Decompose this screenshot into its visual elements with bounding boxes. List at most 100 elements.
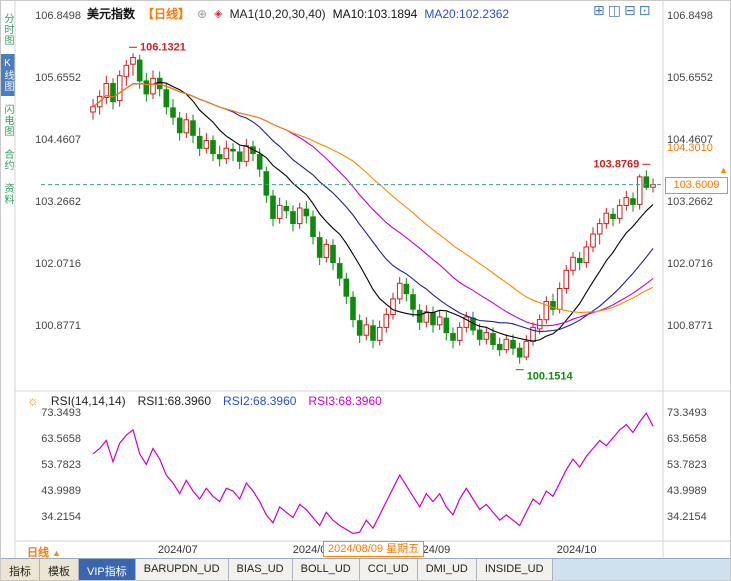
candle-body: [503, 338, 510, 351]
candle-body: [103, 83, 110, 98]
indicator-settings-icon[interactable]: ☼: [27, 393, 39, 408]
candle-body: [343, 278, 350, 297]
candle-body: [523, 340, 530, 358]
candle-body: [643, 176, 650, 188]
candle-body: [450, 333, 456, 341]
tab-CCI_UD[interactable]: CCI_UD: [359, 559, 418, 580]
candle-body: [536, 319, 543, 330]
candle-body: [190, 120, 196, 136]
price-annotation: 103.8769: [593, 158, 639, 170]
tab-DMI_UD[interactable]: DMI_UD: [417, 559, 477, 580]
tab-模板[interactable]: 模板: [40, 559, 79, 580]
sidebar: 分时图 K线图闪电图合约资料: [1, 7, 15, 211]
rsi-line: [92, 411, 654, 535]
indicator-tab-bar: 指标 模板 VIP指标 BARUPDN_UD BIAS_UD BOLL_UD CCI_UD D…: [1, 558, 730, 580]
candle-body: [443, 317, 450, 334]
candle-body: [516, 347, 523, 358]
candle-body: [376, 326, 383, 341]
candle-body: [616, 204, 623, 219]
rsi1-value: RSI1:68.3960: [137, 393, 212, 408]
candle-body: [623, 197, 630, 206]
sidebar-item-4[interactable]: 合约: [2, 149, 13, 171]
tab-指标[interactable]: 指标: [1, 559, 40, 580]
x-axis-label: 2024/08: [292, 544, 333, 556]
candle-body: [610, 213, 616, 220]
candle-body: [216, 154, 223, 160]
candle-body: [476, 329, 483, 340]
candle-body: [556, 288, 563, 310]
candle-body: [603, 212, 610, 225]
indicator-style-icon[interactable]: ◈: [214, 8, 223, 20]
candle-body: [143, 80, 150, 95]
tab-VIP指标[interactable]: VIP指标: [79, 559, 136, 580]
candle-body: [630, 198, 636, 205]
tab-BARUPDN_UD[interactable]: BARUPDN_UD: [135, 559, 229, 580]
candle-body: [110, 83, 116, 103]
candle-body: [290, 211, 296, 225]
sidebar-item-5[interactable]: 资料: [2, 183, 13, 205]
layout-rows-icon[interactable]: ⊟: [623, 2, 636, 18]
period-tag[interactable]: 【日线】: [142, 7, 191, 21]
add-indicator-icon[interactable]: ⊕: [197, 6, 208, 21]
candle-body: [230, 148, 236, 152]
candle-body: [170, 107, 176, 118]
price-annotation: 100.1514: [527, 371, 574, 383]
layout-split-icon[interactable]: ◫: [607, 2, 621, 18]
candle-body: [296, 207, 303, 225]
period-up-arrow-icon: ▲: [52, 548, 61, 558]
candle-body: [590, 233, 596, 248]
candle-body: [390, 298, 396, 315]
sidebar-item-2[interactable]: K线图: [1, 54, 15, 96]
candle-body: [276, 204, 283, 219]
candle-body: [370, 325, 376, 341]
tab-BOLL_UD[interactable]: BOLL_UD: [292, 559, 360, 580]
candle-body: [283, 206, 290, 212]
candle-body: [123, 64, 130, 78]
candle-body: [210, 140, 216, 155]
tab-BIAS_UD[interactable]: BIAS_UD: [228, 559, 293, 580]
sidebar-item-3[interactable]: 闪电图: [2, 104, 13, 137]
candle-body: [463, 316, 470, 328]
candle-body: [510, 339, 516, 349]
candle-body: [330, 244, 336, 263]
layout-icons: ⊞ ◫ ⊟ ⊡: [593, 2, 650, 19]
tab-INSIDE_UD[interactable]: INSIDE_UD: [476, 559, 553, 580]
layout-grid-icon[interactable]: ⊞: [593, 2, 605, 18]
candle-body: [163, 89, 170, 108]
layout-single-icon[interactable]: ⊡: [638, 2, 651, 18]
candle-body: [570, 256, 576, 271]
candle-body: [543, 301, 550, 321]
candle-body: [196, 135, 203, 149]
candle-body: [416, 309, 423, 323]
candle-body: [183, 119, 190, 134]
candle-body: [383, 313, 390, 328]
rsi-label[interactable]: RSI(14,14,14): [50, 393, 126, 408]
candle-body: [563, 269, 570, 289]
x-axis-label: 2024/07: [157, 544, 198, 556]
candle-body: [116, 75, 123, 102]
period-indicator[interactable]: 日线 ▲: [27, 544, 61, 560]
candle-body: [576, 257, 583, 264]
sidebar-item-1[interactable]: 分时图: [2, 13, 13, 46]
candle-body: [303, 208, 310, 217]
ma-settings-label[interactable]: MA1(10,20,30,40): [229, 6, 326, 21]
candle-body: [176, 117, 183, 134]
candle-body: [130, 57, 136, 65]
candle-body: [316, 237, 323, 258]
candle-body: [483, 332, 490, 340]
candle-body: [436, 316, 443, 326]
candle-body: [136, 59, 143, 82]
candle-body: [243, 145, 250, 162]
candle-body: [356, 320, 363, 336]
current-price-box: 103.6009: [665, 177, 728, 194]
candle-body: [410, 294, 416, 310]
candle-body: [323, 243, 330, 258]
candle-body: [456, 326, 463, 341]
period-indicator-label: 日线: [27, 547, 49, 559]
candle-body: [336, 263, 343, 279]
candle-body: [363, 324, 370, 336]
candle-body: [223, 147, 230, 160]
chart-header: 美元指数 【日线】 ⊕ ◈ MA1(10,20,30,40) MA10:103.…: [87, 5, 509, 22]
